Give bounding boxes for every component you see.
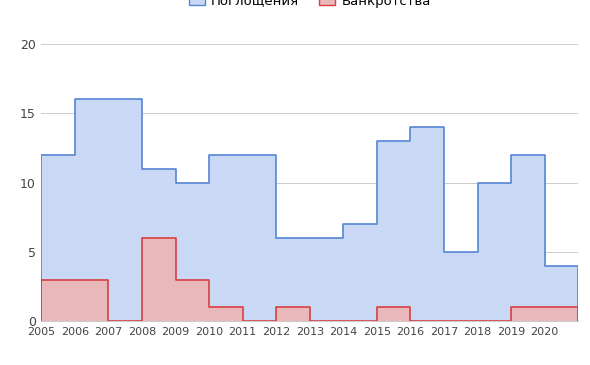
Polygon shape — [41, 238, 578, 321]
Polygon shape — [41, 99, 578, 321]
Legend: Поглощения, Банкротства: Поглощения, Банкротства — [183, 0, 436, 13]
